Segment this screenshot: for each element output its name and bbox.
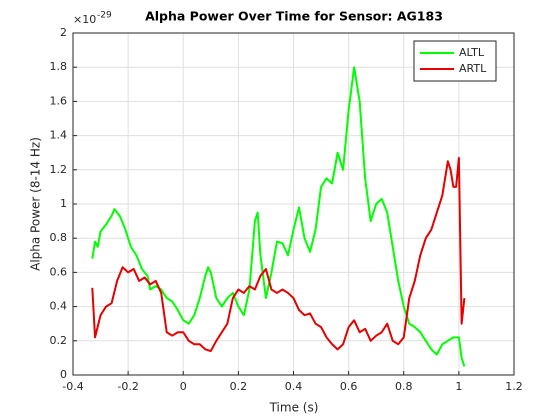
x-tick-label: 0.6 — [340, 380, 358, 393]
legend: ALTL ARTL — [413, 40, 497, 82]
data-line — [91, 156, 466, 353]
legend-label: ALTL — [459, 46, 485, 59]
y-axis-label: Alpha Power (8-14 Hz) — [29, 137, 43, 271]
y-tick-label: 0 — [60, 368, 67, 381]
x-tick-label: 0.8 — [395, 380, 413, 393]
axes-box — [72, 32, 515, 376]
data-line — [91, 66, 466, 367]
legend-label: ARTL — [459, 62, 487, 75]
y-tick-label: 1.6 — [50, 94, 68, 107]
x-tick-label: -0.4 — [62, 380, 83, 393]
chart-title: Alpha Power Over Time for Sensor: AG183 — [145, 9, 443, 24]
y-tick-label: 1.4 — [50, 129, 68, 142]
x-tick-label: -0.2 — [117, 380, 138, 393]
legend-box — [413, 40, 497, 82]
x-tick-label: 0.2 — [230, 380, 248, 393]
x-tick-label: 0 — [180, 380, 187, 393]
y-multiplier-exponent: -29 — [97, 11, 112, 21]
y-tick-label: 0.8 — [50, 231, 68, 244]
y-tick-label: 0.6 — [50, 265, 68, 278]
y-tick-label: 1.2 — [50, 163, 68, 176]
y-tick-label: 1 — [60, 197, 67, 210]
y-tick-label: 1.8 — [50, 60, 68, 73]
x-axis-label: Time (s) — [269, 401, 319, 415]
x-tick-label: 1 — [455, 380, 462, 393]
x-tick-label: 1.2 — [505, 380, 523, 393]
y-tick-label: 2 — [60, 26, 67, 39]
y-tick-label: 0.4 — [50, 300, 68, 313]
y-tick-label: 0.2 — [50, 334, 68, 347]
y-multiplier: ×10 — [73, 13, 96, 26]
x-tick-label: 0.4 — [285, 380, 303, 393]
